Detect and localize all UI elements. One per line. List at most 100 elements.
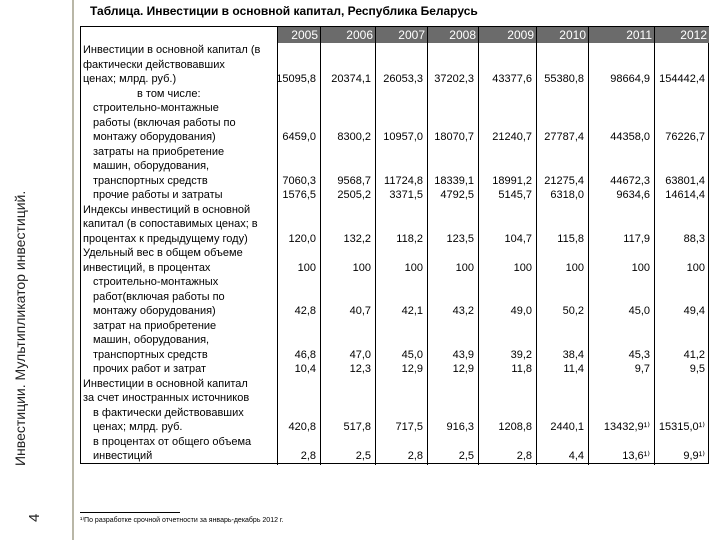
table-cell: 47,0 xyxy=(349,348,371,361)
table-cell: 45,0 xyxy=(401,348,423,361)
table-cell: 37202,3 xyxy=(434,73,474,85)
table-cell: 100 xyxy=(455,261,474,274)
table-cell: 49,4 xyxy=(683,305,705,317)
table-cell: 40,7 xyxy=(349,305,371,317)
year-header: 2005 xyxy=(277,27,320,43)
table-cell: 120,0 xyxy=(288,232,316,245)
table-cell: 9,7 xyxy=(634,363,650,375)
table-cell: 2,5 xyxy=(355,450,371,462)
table-cell: 100 xyxy=(352,261,371,274)
table-cell: 63801,4 xyxy=(665,174,705,187)
table-cell: 27787,4 xyxy=(544,131,584,143)
row-label: ценах; млрд. руб. xyxy=(93,421,183,433)
table-cell: 2,8 xyxy=(300,450,316,462)
column-divider xyxy=(654,27,655,465)
table-cell: 9568,7 xyxy=(337,174,371,187)
year-header: 2011 xyxy=(588,27,654,43)
year-header: 2007 xyxy=(375,27,427,43)
table-cell: 3371,5 xyxy=(389,189,423,201)
page-title: Таблица. Инвестиции в основной капитал, … xyxy=(90,4,478,18)
row-label: прочих работ и затрат xyxy=(93,363,207,375)
footnote-divider xyxy=(80,512,180,513)
table-cell: 100 xyxy=(513,261,532,274)
side-panel: Инвестиции. Мультипликатор инвестиций. 4 xyxy=(0,0,76,540)
row-label: затрат на приобретение xyxy=(93,319,217,332)
table-cell: 11724,8 xyxy=(384,174,423,187)
table-cell: 115,8 xyxy=(557,232,584,245)
table-cell: 9634,6 xyxy=(616,189,650,201)
table-cell: 2,8 xyxy=(516,450,532,462)
side-divider xyxy=(72,0,74,540)
column-divider xyxy=(536,27,537,465)
table-cell: 8300,2 xyxy=(337,131,371,143)
table-cell: 46,8 xyxy=(294,348,316,361)
year-header: 2009 xyxy=(478,27,536,43)
table-cell: 18070,7 xyxy=(434,131,474,143)
table-cell: 21275,4 xyxy=(544,174,584,187)
table-cell: 4792,5 xyxy=(440,189,474,201)
page-number: 4 xyxy=(26,513,43,522)
table-cell: 117,9 xyxy=(623,232,650,245)
table-cell: 50,2 xyxy=(562,305,584,317)
table-cell: 42,1 xyxy=(401,305,423,317)
row-label: Инвестиции в основной капитал xyxy=(83,377,248,390)
column-divider xyxy=(478,27,479,465)
row-label: затраты на приобретение xyxy=(93,145,225,158)
table-cell: 13,6¹⁾ xyxy=(622,450,650,462)
side-label: Инвестиции. Мультипликатор инвестиций. xyxy=(12,190,28,466)
row-label: ценах; млрд. руб.) xyxy=(83,73,177,85)
row-label: строительно-монтажные xyxy=(93,102,219,114)
table-cell: 4,4 xyxy=(568,450,584,462)
table-cell: 42,8 xyxy=(294,305,316,317)
table-cell: 104,7 xyxy=(504,232,532,245)
table-cell: 6459,0 xyxy=(282,131,316,143)
row-label: процентах к предыдущему году) xyxy=(83,232,248,245)
table-cell: 916,3 xyxy=(446,421,474,433)
investment-table: 2005 2006 2007 2008 2009 2010 2011 2012 Инвестиц… xyxy=(80,26,709,465)
table-cell: 43,9 xyxy=(452,348,474,361)
table-cell: 517,8 xyxy=(343,421,371,433)
table-cell: 123,5 xyxy=(446,232,474,245)
table-cell: 717,5 xyxy=(395,421,423,433)
table-cell: 10,4 xyxy=(294,363,316,375)
table-cell: 21240,7 xyxy=(492,131,532,143)
column-divider xyxy=(427,27,428,465)
row-label: в процентах от общего объема xyxy=(93,435,252,448)
table-cell: 18339,1 xyxy=(434,174,474,187)
row-label: капитал (в сопоставимых ценах; в xyxy=(83,218,258,230)
row-label: в том числе: xyxy=(137,87,201,100)
table-cell: 43,2 xyxy=(452,305,474,317)
table-cell: 1576,5 xyxy=(282,189,316,201)
table-cell: 12,9 xyxy=(452,363,474,375)
table-cell: 100 xyxy=(631,261,650,274)
table-cell: 26053,3 xyxy=(383,73,423,85)
table-cell: 39,2 xyxy=(510,348,532,361)
year-header: 2012 xyxy=(654,27,709,43)
row-label: строительно-монтажных xyxy=(93,276,219,288)
column-divider xyxy=(277,27,278,465)
table-cell: 18991,2 xyxy=(492,174,532,187)
column-divider xyxy=(375,27,376,465)
table-cell: 12,9 xyxy=(401,363,423,375)
row-label: работ(включая работы по xyxy=(93,290,225,303)
row-label: прочие работы и затраты xyxy=(93,189,223,201)
row-label: фактически действовавших xyxy=(83,58,225,71)
table-cell: 2505,2 xyxy=(337,189,371,201)
table-cell: 14614,4 xyxy=(665,189,705,201)
table-cell: 6318,0 xyxy=(550,189,584,201)
row-label: работы (включая работы по xyxy=(93,116,236,129)
row-label: транспортных средств xyxy=(93,174,208,187)
table-cell: 76226,7 xyxy=(665,131,705,143)
row-label: в фактически действовавших xyxy=(93,406,244,419)
table-cell: 44672,3 xyxy=(610,174,650,187)
row-label: за счет иностранных источников xyxy=(83,392,250,404)
table-cell: 45,0 xyxy=(628,305,650,317)
table-cell: 100 xyxy=(404,261,423,274)
table-cell: 12,3 xyxy=(349,363,371,375)
table-cell: 2440,1 xyxy=(550,421,584,433)
table-cell: 88,3 xyxy=(683,232,705,245)
table-cell: 2,5 xyxy=(458,450,474,462)
table-cell: 154442,4 xyxy=(659,73,705,85)
year-header: 2010 xyxy=(536,27,588,43)
table-cell: 49,0 xyxy=(510,305,532,317)
